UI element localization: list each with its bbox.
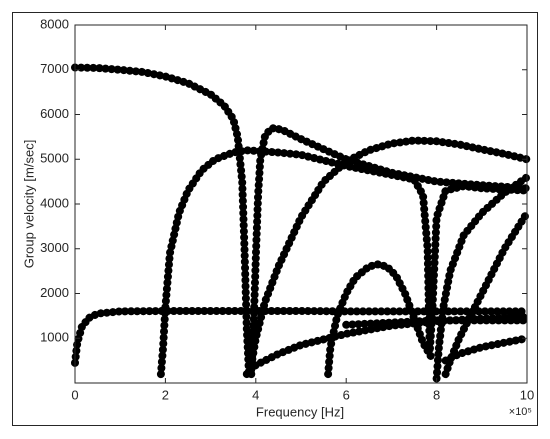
y-tick-label: 1000 <box>40 330 69 345</box>
y-tick-label: 3000 <box>40 240 69 255</box>
curve <box>71 63 253 379</box>
curve <box>71 307 531 367</box>
x-tick-label: 8 <box>433 387 440 402</box>
x-tick-label: 6 <box>343 387 350 402</box>
curve <box>432 173 531 383</box>
curve <box>342 316 531 329</box>
x-tick-label: 10 <box>520 387 534 402</box>
curve <box>247 123 531 379</box>
plot-area <box>71 63 531 383</box>
outer-border <box>12 12 538 426</box>
y-tick-label: 5000 <box>40 151 69 166</box>
y-tick-label: 6000 <box>40 106 69 121</box>
x-axis-label: Frequency [Hz] <box>256 404 344 419</box>
curve <box>247 136 531 370</box>
x-tick-label: 2 <box>162 387 169 402</box>
y-tick-label: 2000 <box>40 285 69 300</box>
x-tick-label: 4 <box>252 387 259 402</box>
y-tick-label: 4000 <box>40 195 69 210</box>
y-axis-label: Group velocity [m/sec] <box>21 140 36 269</box>
x-multiplier: ×10⁵ <box>509 406 532 418</box>
y-tick-label: 8000 <box>40 16 69 31</box>
plot-frame <box>74 24 528 384</box>
curve <box>441 209 531 379</box>
curve <box>156 146 531 379</box>
curve <box>441 334 531 365</box>
x-tick-label: 0 <box>71 387 78 402</box>
y-tick-label: 7000 <box>40 61 69 76</box>
